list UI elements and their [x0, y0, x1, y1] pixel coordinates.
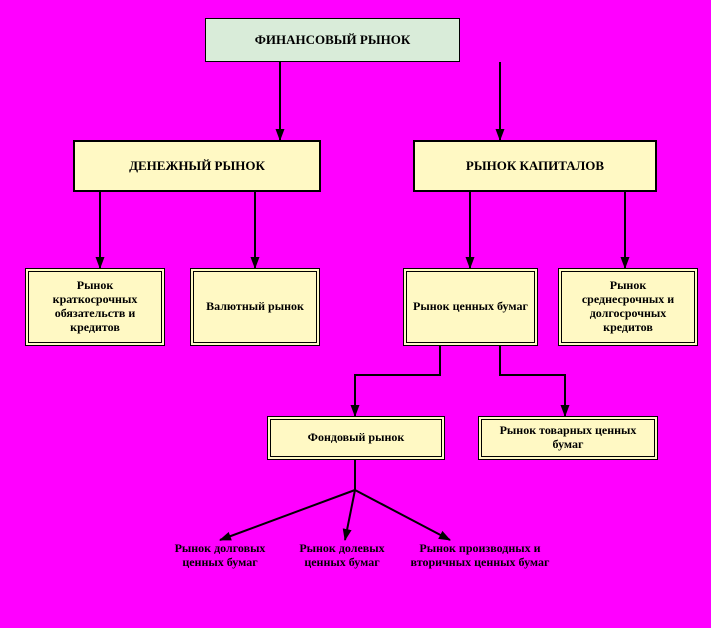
edge-stock — [345, 460, 355, 540]
node-deriv: Рынок производных и вторичных ценных бум… — [400, 542, 560, 612]
node-short: Рынок краткосрочных обязательств и креди… — [25, 268, 165, 346]
node-fx: Валютный рынок — [190, 268, 320, 346]
node-root: ФИНАНСОВЫЙ РЫНОК — [205, 18, 460, 62]
node-debt: Рынок долговых ценных бумаг — [165, 542, 275, 612]
node-comm: Рынок товарных ценных бумаг — [478, 416, 658, 460]
node-equity: Рынок долевых ценных бумаг — [292, 542, 392, 612]
edge-sec — [355, 346, 440, 416]
diagram-canvas: ФИНАНСОВЫЙ РЫНОК ДЕНЕЖНЫЙ РЫНОК РЫНОК КАПИ… — [0, 0, 711, 628]
node-money: ДЕНЕЖНЫЙ РЫНОК — [73, 140, 321, 192]
edge-stock — [220, 460, 355, 540]
node-long: Рынок среднесрочных и долгосрочных креди… — [558, 268, 698, 346]
node-cap: РЫНОК КАПИТАЛОВ — [413, 140, 657, 192]
edge-stock — [355, 460, 450, 540]
node-stock: Фондовый рынок — [267, 416, 445, 460]
node-sec: Рынок ценных бумаг — [403, 268, 538, 346]
edge-sec — [500, 346, 565, 416]
